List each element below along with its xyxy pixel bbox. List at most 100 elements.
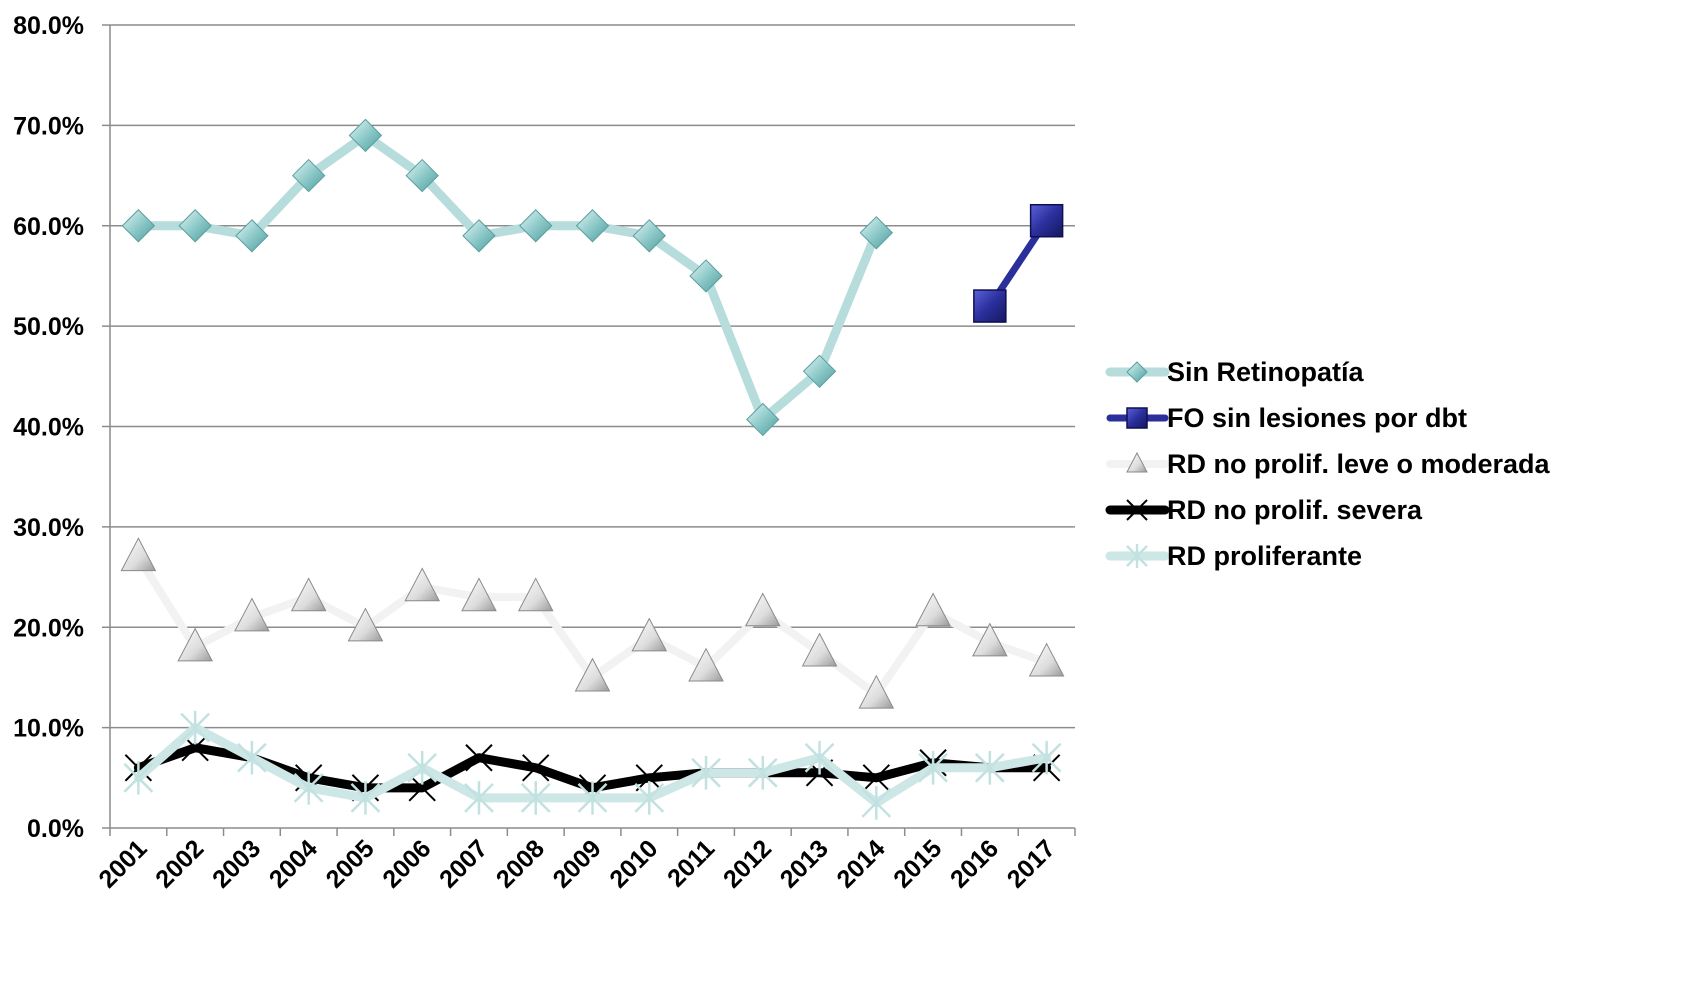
data-point-square xyxy=(1126,407,1148,429)
data-point-triangle xyxy=(404,567,441,602)
legend-item: RD no prolif. severa xyxy=(1105,495,1423,525)
y-tick-label: 60.0% xyxy=(13,213,84,241)
data-point-star xyxy=(1031,740,1062,775)
y-tick-label: 10.0% xyxy=(13,715,84,743)
x-tick-label: 2004 xyxy=(264,834,323,893)
x-tick-label: 2015 xyxy=(888,834,947,893)
data-point-square xyxy=(1029,203,1064,238)
x-tick-label: 2017 xyxy=(1002,834,1061,893)
x-tick-label: 2001 xyxy=(93,834,152,893)
data-point-triangle xyxy=(234,597,270,632)
data-point-triangle xyxy=(517,577,554,612)
x-tick-label: 2005 xyxy=(321,834,380,893)
data-point-diamond xyxy=(121,209,156,243)
data-point-diamond xyxy=(575,209,610,243)
axis-layer: 0.0% 10.0% 20.0% 30.0% 40.0% 50.0% 60.0% 70.0% 8… xyxy=(13,12,1076,894)
x-tick-label: 2010 xyxy=(604,834,663,893)
data-point-x xyxy=(465,744,493,772)
x-stroke xyxy=(1126,499,1148,521)
data-point-star xyxy=(577,781,608,815)
x-stroke xyxy=(635,764,663,792)
data-point-star xyxy=(861,786,892,820)
data-point-star xyxy=(747,755,778,790)
x-stroke xyxy=(408,774,436,802)
data-point-diamond xyxy=(235,219,269,253)
data-point-triangle xyxy=(858,674,895,709)
y-tick-label: 40.0% xyxy=(13,414,84,442)
data-point-diamond xyxy=(859,216,894,250)
legend-item: RD proliferante xyxy=(1105,541,1362,571)
data-point-triangle xyxy=(915,592,951,627)
data-point-triangle xyxy=(972,622,1008,657)
data-point-triangle xyxy=(290,577,327,612)
data-point-star xyxy=(974,750,1005,785)
data-point-triangle xyxy=(1126,451,1148,473)
data-point-star xyxy=(237,740,267,775)
y-tick-label: 50.0% xyxy=(13,313,84,341)
data-point-diamond xyxy=(1126,361,1148,383)
data-point-diamond xyxy=(178,209,212,243)
data-point-star xyxy=(293,771,324,805)
data-point-diamond xyxy=(291,158,326,193)
series-rd-leve-moderada xyxy=(120,537,1065,709)
data-point-star xyxy=(180,710,211,745)
data-point-triangle xyxy=(177,627,213,662)
data-point-star xyxy=(634,781,665,815)
data-point-triangle xyxy=(1028,642,1065,677)
data-point-star xyxy=(407,750,438,785)
legend-item: FO sin lesiones por dbt xyxy=(1106,403,1467,433)
data-point-square xyxy=(973,289,1007,323)
data-point-star xyxy=(804,740,835,775)
data-point-star xyxy=(464,781,494,815)
x-tick-label: 2014 xyxy=(831,834,890,893)
y-tick-label: 80.0% xyxy=(13,12,84,40)
data-point-x xyxy=(862,764,891,792)
data-point-diamond xyxy=(348,118,383,153)
series-layer xyxy=(120,118,1065,820)
x-tick-label: 2006 xyxy=(377,834,436,893)
data-point-triangle xyxy=(461,577,497,612)
data-point-triangle xyxy=(120,537,157,572)
data-point-triangle xyxy=(688,647,724,682)
x-stroke xyxy=(465,744,493,772)
data-point-diamond xyxy=(632,219,666,253)
data-point-triangle xyxy=(801,632,838,667)
data-point-diamond xyxy=(802,354,837,389)
y-tick-label: 30.0% xyxy=(13,514,84,542)
data-point-star xyxy=(1126,544,1148,568)
x-tick-label: 2009 xyxy=(548,834,607,893)
data-point-diamond xyxy=(462,219,496,253)
x-tick-label: 2003 xyxy=(207,834,266,893)
data-point-triangle xyxy=(744,592,781,627)
legend-label: RD proliferante xyxy=(1167,541,1362,571)
data-point-x xyxy=(522,754,550,782)
legend-item: Sin Retinopatía xyxy=(1105,357,1364,387)
x-tick-label: 2002 xyxy=(150,834,209,893)
data-point-star xyxy=(123,761,154,795)
data-point-star xyxy=(350,781,381,815)
legend-label: FO sin lesiones por dbt xyxy=(1167,403,1467,433)
x-stroke xyxy=(522,754,550,782)
x-stroke xyxy=(862,764,891,792)
legend-label: Sin Retinopatía xyxy=(1167,357,1364,387)
series-rd-proliferante xyxy=(123,710,1062,820)
x-tick-label: 2013 xyxy=(775,834,834,893)
x-tick-label: 2011 xyxy=(662,834,720,892)
data-point-triangle xyxy=(347,607,384,642)
data-point-x xyxy=(1126,499,1148,521)
x-tick-label: 2008 xyxy=(491,834,550,893)
legend-label: RD no prolif. leve o moderada xyxy=(1167,449,1551,479)
series-fo-sin-lesiones xyxy=(973,203,1064,323)
data-point-x xyxy=(635,764,663,792)
y-tick-label: 20.0% xyxy=(13,614,84,642)
x-tick-label: 2007 xyxy=(434,834,493,893)
data-point-triangle xyxy=(574,657,611,692)
data-point-star xyxy=(918,750,948,785)
data-point-star xyxy=(520,781,551,815)
data-point-diamond xyxy=(689,259,723,293)
legend: Sin Retinopatía FO sin lesiones por dbt RD… xyxy=(1105,357,1551,571)
data-point-diamond xyxy=(746,402,780,437)
x-stroke xyxy=(181,733,209,762)
